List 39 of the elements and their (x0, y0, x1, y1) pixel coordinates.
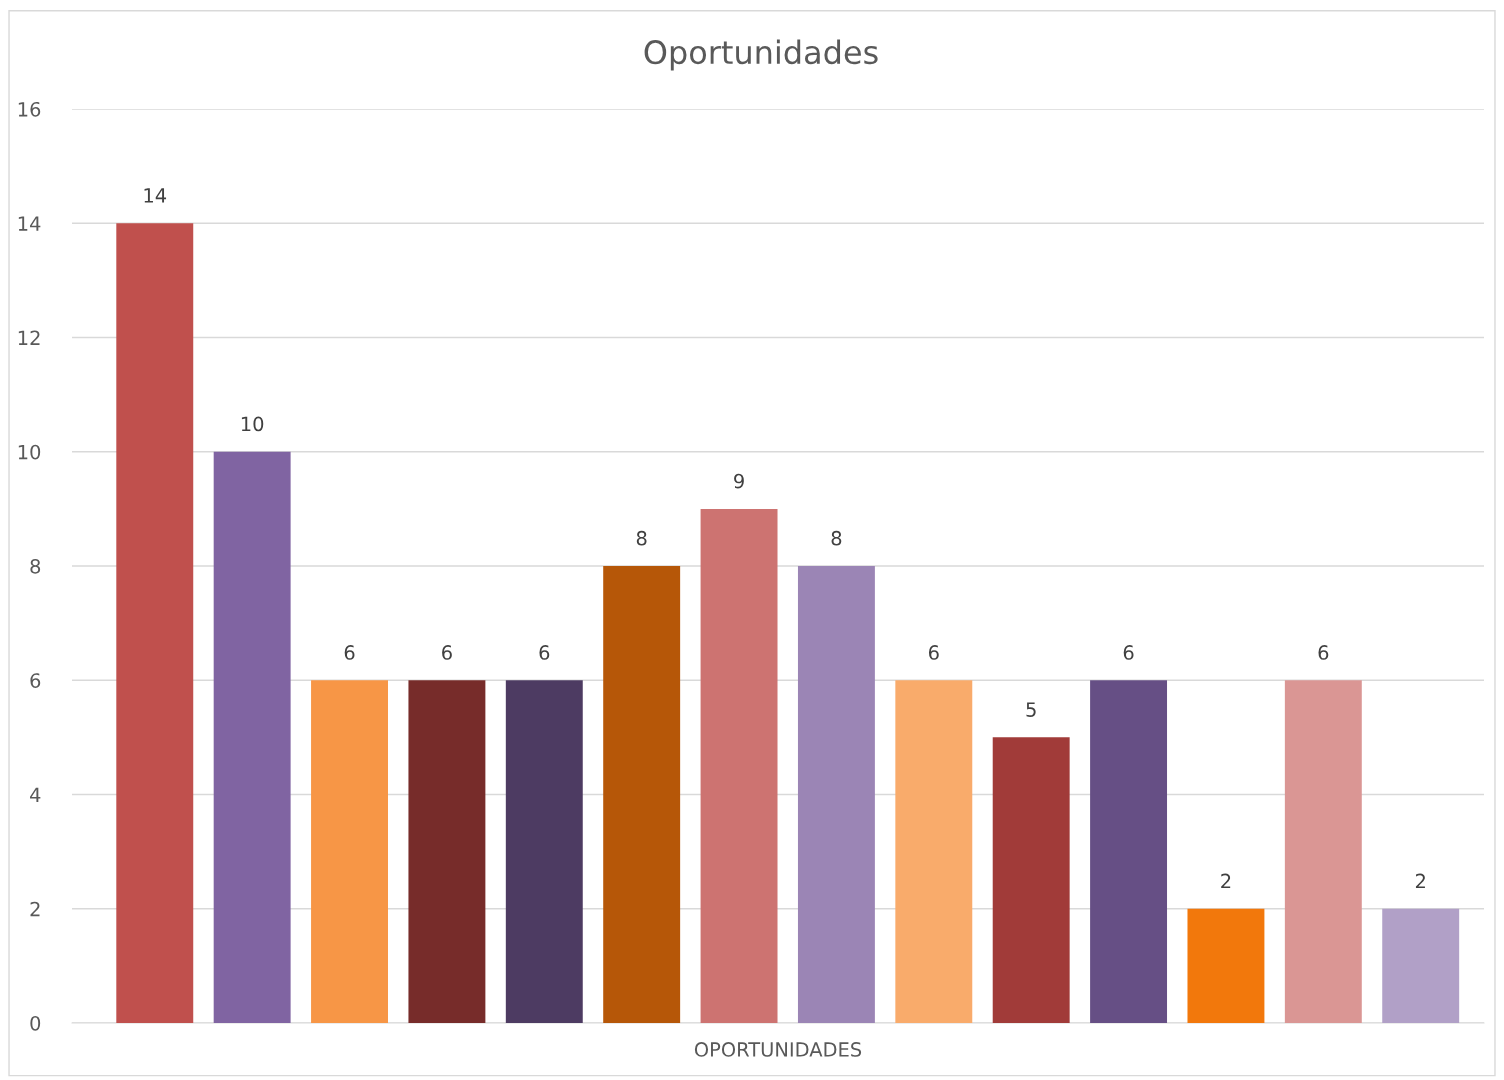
y-tick-label: 2 (30, 901, 40, 917)
data-label: 6 (1123, 645, 1134, 660)
data-label: 2 (1221, 873, 1231, 889)
y-tick-label: 8 (30, 558, 41, 574)
data-label: 8 (831, 530, 842, 546)
bar (797, 566, 875, 1023)
data-label: 6 (539, 645, 550, 660)
y-tick-label: 4 (30, 787, 41, 802)
bar (1090, 680, 1168, 1023)
bar (700, 508, 778, 1023)
data-label: 6 (1318, 645, 1329, 660)
data-label: 9 (734, 473, 744, 489)
bar (1187, 908, 1265, 1023)
bar (311, 680, 388, 1023)
bar (408, 680, 486, 1023)
data-label: 10 (241, 416, 264, 432)
bar (1382, 908, 1460, 1023)
data-label: 6 (344, 645, 355, 660)
y-tick-label: 6 (30, 673, 41, 688)
y-tick-label: 0 (30, 1015, 41, 1031)
bar (603, 566, 681, 1023)
bar (116, 223, 194, 1023)
y-tick-label: 14 (18, 216, 41, 231)
x-axis-title: OPORTUNIDADES (694, 1042, 862, 1057)
data-label: 5 (1026, 702, 1036, 717)
bar (992, 737, 1070, 1023)
data-label: 6 (928, 645, 939, 660)
bar (895, 680, 973, 1023)
y-tick-label: 10 (18, 444, 41, 460)
y-tick-label: 12 (18, 330, 40, 345)
data-label: 6 (442, 645, 452, 660)
bar (213, 451, 291, 1023)
bar (1284, 680, 1362, 1023)
chart-title: Oportunidades (644, 39, 878, 71)
bar (505, 680, 583, 1023)
y-tick-label: 16 (18, 101, 41, 117)
data-label: 14 (144, 188, 167, 203)
data-label: 8 (636, 530, 647, 546)
data-label: 2 (1415, 873, 1425, 889)
